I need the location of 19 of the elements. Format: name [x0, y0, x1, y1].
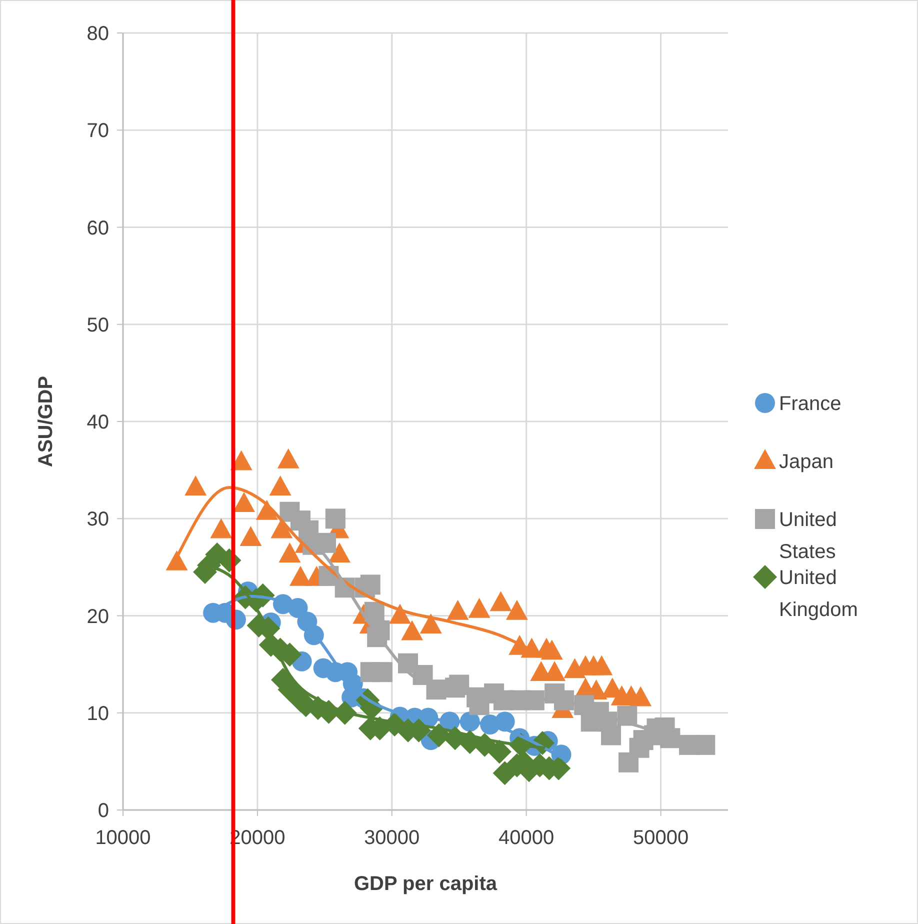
- legend-label: United Kingdom: [779, 567, 858, 621]
- y-tick-label: 80: [86, 23, 109, 45]
- y-tick-label: 10: [86, 702, 109, 725]
- y-tick-label: 50: [86, 314, 109, 336]
- x-tick-label: 30000: [364, 827, 420, 849]
- y-tick-label: 30: [86, 508, 109, 531]
- y-axis-title: ASU/GDP: [35, 376, 57, 468]
- x-tick-label: 10000: [95, 827, 151, 849]
- y-tick-label: 60: [86, 217, 109, 240]
- y-tick-label: 40: [86, 412, 109, 434]
- y-tick-label: 70: [86, 120, 109, 142]
- x-axis-title: GDP per capita: [354, 873, 498, 895]
- legend-label: United States: [779, 509, 837, 563]
- legend-label: Japan: [779, 451, 834, 473]
- x-tick-label: 50000: [632, 827, 689, 849]
- legend-label: France: [779, 393, 842, 415]
- y-tick-label: 20: [86, 606, 109, 628]
- x-tick-label: 40000: [498, 827, 554, 849]
- y-tick-label: 0: [98, 800, 109, 822]
